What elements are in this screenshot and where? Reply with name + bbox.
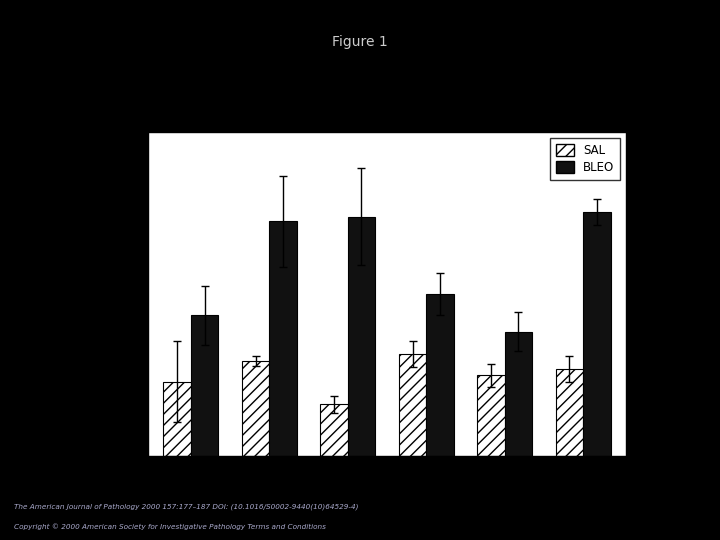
- Text: Copyright © 2000 American Society for Investigative Pathology Terms and Conditio: Copyright © 2000 American Society for In…: [14, 524, 326, 530]
- Bar: [269, 221, 297, 456]
- Bar: [426, 294, 454, 456]
- Y-axis label: Hydroxyproline Content (μg)/
Left Lung: Hydroxyproline Content (μg)/ Left Lung: [83, 208, 111, 381]
- Bar: [163, 382, 191, 456]
- Bar: [477, 375, 505, 456]
- Text: The American Journal of Pathology 2000 157:177–187 DOI: (10.1016/S0002-9440(10)6: The American Journal of Pathology 2000 1…: [14, 504, 359, 510]
- Bar: [348, 217, 375, 456]
- Text: Figure 1: Figure 1: [332, 35, 388, 49]
- Bar: [399, 354, 426, 456]
- Bar: [583, 212, 611, 456]
- Bar: [191, 315, 218, 456]
- Legend: SAL, BLEO: SAL, BLEO: [550, 138, 621, 180]
- Bar: [505, 332, 532, 456]
- Bar: [556, 369, 583, 456]
- Bar: [242, 361, 269, 456]
- Bar: [320, 404, 348, 456]
